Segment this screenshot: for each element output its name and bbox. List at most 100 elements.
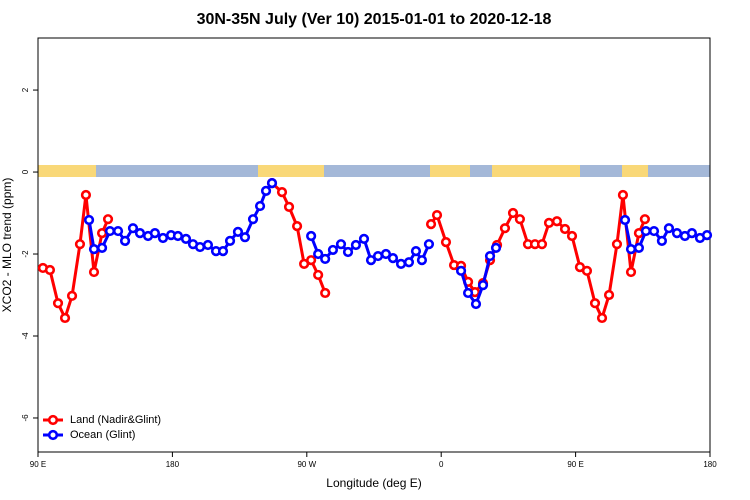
data-point: [410, 246, 422, 257]
data-point: [425, 218, 437, 230]
data-point: [59, 312, 71, 324]
legend-marker: [47, 429, 59, 441]
data-point: [80, 189, 92, 201]
x-tick-label: 90 E: [30, 460, 46, 469]
data-point: [372, 250, 384, 262]
data-point: [102, 214, 114, 225]
data-point: [596, 312, 608, 324]
y-tick-label: -2: [21, 250, 30, 258]
legend-label: Ocean (Glint): [70, 429, 135, 441]
data-point: [88, 266, 100, 278]
x-tick-label: 0: [439, 460, 444, 469]
x-tick-label: 90 E: [567, 460, 583, 469]
data-point: [260, 185, 272, 196]
data-point: [477, 280, 489, 291]
data-point: [663, 223, 675, 234]
data-point: [490, 242, 502, 253]
data-point: [440, 237, 452, 248]
data-point: [559, 223, 571, 235]
data-point: [536, 239, 548, 250]
data-point: [172, 230, 184, 242]
data-point: [224, 235, 236, 247]
data-point: [313, 269, 324, 281]
data-point: [686, 228, 698, 239]
data-point: [633, 242, 645, 253]
data-point: [127, 223, 139, 234]
data-point: [74, 239, 86, 250]
data-point: [625, 243, 637, 255]
y-tick-label: -6: [21, 414, 30, 422]
data-point: [239, 232, 251, 243]
y-tick-label: 0: [21, 169, 30, 174]
data-point: [180, 233, 192, 244]
data-point: [543, 217, 555, 228]
data-point: [648, 225, 660, 237]
data-point: [387, 253, 399, 264]
data-point: [149, 228, 161, 239]
legend-label: Land (Nadir&Glint): [70, 414, 161, 426]
data-point: [232, 226, 244, 237]
data-point: [566, 230, 578, 242]
data-point: [254, 200, 266, 212]
data-point: [416, 255, 428, 266]
data-point: [380, 248, 392, 260]
data-point: [88, 243, 100, 255]
y-axis-label: XCO2 - MLO trend (ppm): [0, 178, 14, 313]
data-point: [291, 221, 303, 232]
data-point: [639, 214, 650, 225]
chart-title: 30N-35N July (Ver 10) 2015-01-01 to 2020…: [197, 11, 552, 28]
data-point: [283, 201, 295, 212]
data-point: [431, 209, 443, 221]
data-point: [350, 239, 362, 251]
data-point: [470, 298, 482, 310]
data-point: [423, 239, 435, 250]
data-point: [96, 242, 108, 253]
data-point: [52, 298, 64, 309]
y-tick-label: -4: [21, 332, 30, 340]
data-point: [403, 257, 415, 268]
data-point: [611, 239, 623, 250]
data-point: [358, 233, 370, 244]
data-point: [484, 250, 496, 262]
data-point: [276, 187, 288, 198]
data-point: [247, 214, 259, 225]
data-point: [217, 246, 229, 257]
data-point: [96, 228, 108, 239]
data-point: [202, 239, 214, 251]
data-point: [671, 228, 683, 239]
data-point: [320, 287, 331, 299]
data-point: [507, 207, 519, 219]
data-point: [327, 244, 339, 256]
data-point: [119, 235, 131, 247]
x-tick-label: 180: [166, 460, 180, 469]
data-point: [112, 225, 124, 237]
data-point: [462, 287, 474, 299]
series-line: [429, 194, 647, 323]
data-point: [306, 230, 317, 242]
data-point: [640, 225, 652, 237]
land-ocean-mask: [38, 165, 710, 177]
plot-frame: [37, 37, 711, 453]
data-point: [514, 214, 525, 225]
legend-marker: [47, 414, 59, 426]
series-line: [42, 194, 110, 323]
data-point: [617, 189, 629, 201]
data-point: [365, 255, 377, 266]
data-point: [455, 265, 467, 276]
data-point: [266, 178, 278, 189]
data-point: [581, 265, 593, 276]
data-point: [66, 290, 78, 301]
x-tick-label: 180: [703, 460, 717, 469]
data-point: [83, 214, 95, 226]
data-point: [619, 214, 631, 226]
data-point: [551, 216, 563, 227]
data-point: [157, 232, 169, 244]
data-point: [335, 239, 347, 250]
data-point: [134, 228, 146, 239]
data-point: [320, 253, 331, 265]
y-tick-label: 2: [21, 87, 30, 92]
x-axis-label: Longitude (deg E): [326, 476, 421, 490]
data-point: [589, 298, 601, 309]
data-point: [342, 246, 354, 258]
